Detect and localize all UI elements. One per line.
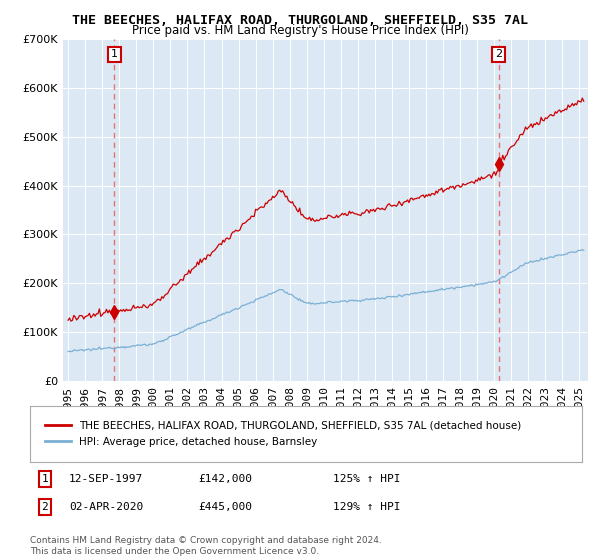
Text: THE BEECHES, HALIFAX ROAD, THURGOLAND, SHEFFIELD, S35 7AL: THE BEECHES, HALIFAX ROAD, THURGOLAND, S… [72,14,528,27]
Text: 02-APR-2020: 02-APR-2020 [69,502,143,512]
Text: 1: 1 [41,474,49,484]
Text: 12-SEP-1997: 12-SEP-1997 [69,474,143,484]
Text: 1: 1 [111,49,118,59]
Text: 2: 2 [41,502,49,512]
Text: 125% ↑ HPI: 125% ↑ HPI [333,474,401,484]
Legend: THE BEECHES, HALIFAX ROAD, THURGOLAND, SHEFFIELD, S35 7AL (detached house), HPI:: THE BEECHES, HALIFAX ROAD, THURGOLAND, S… [41,417,526,451]
Text: £142,000: £142,000 [198,474,252,484]
Text: 2: 2 [495,49,502,59]
Text: Contains HM Land Registry data © Crown copyright and database right 2024.
This d: Contains HM Land Registry data © Crown c… [30,536,382,556]
Text: Price paid vs. HM Land Registry's House Price Index (HPI): Price paid vs. HM Land Registry's House … [131,24,469,37]
Text: £445,000: £445,000 [198,502,252,512]
Text: 129% ↑ HPI: 129% ↑ HPI [333,502,401,512]
